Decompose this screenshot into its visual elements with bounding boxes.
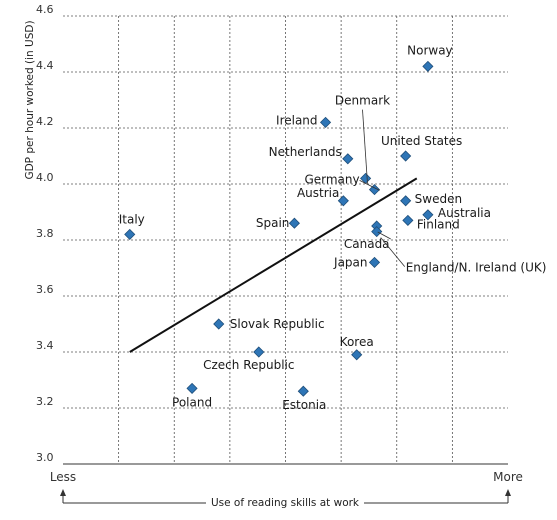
label-italy: Italy: [119, 212, 145, 226]
label-sweden: Sweden: [415, 192, 462, 206]
point-ireland: [319, 116, 332, 128]
point-austria: [337, 195, 349, 207]
label-denmark: Denmark: [335, 94, 390, 108]
point-estonia: [297, 385, 309, 397]
trendline-group: [129, 177, 418, 353]
leader-germany: [359, 180, 380, 191]
point-australia: [422, 209, 434, 221]
label-netherlands: Netherlands: [269, 145, 342, 159]
leader-denmark: [362, 109, 368, 184]
point-finland: [402, 214, 414, 226]
leader-canada: [377, 231, 391, 240]
label-poland: Poland: [172, 395, 212, 409]
point-poland: [186, 382, 198, 394]
point-labels: Norway Denmark Ireland United States Netherl…: [119, 43, 547, 412]
label-austria: Austria: [297, 186, 339, 200]
y-tick-label: 3.0: [36, 451, 54, 464]
point-netherlands: [342, 153, 354, 165]
point-korea: [351, 349, 363, 361]
y-tick-label: 4.0: [36, 171, 54, 184]
point-japan: [368, 256, 381, 268]
label-slovak-republic: Slovak Republic: [230, 317, 325, 331]
label-england-n-ireland-uk: England/N. Ireland (UK): [406, 261, 547, 275]
x-axis-arrow: [60, 489, 511, 504]
label-korea: Korea: [340, 335, 374, 349]
label-czech-republic: Czech Republic: [203, 358, 294, 372]
label-finland: Finland: [417, 217, 460, 231]
point-italy: [124, 228, 136, 240]
y-tick-label: 4.4: [36, 59, 54, 72]
point-denmark: [368, 184, 381, 196]
x-left-label: Less: [50, 470, 76, 484]
point-czech-republic: [253, 346, 265, 358]
y-tick-label: 3.6: [36, 283, 54, 296]
y-tick-label: 4.6: [36, 3, 54, 16]
point-england-n-ireland-uk: [371, 226, 383, 238]
grid: [63, 15, 508, 465]
y-tick-labels: 3.0 3.2 3.4 3.6 3.8 4.0 4.2 4.4 4.6: [36, 3, 54, 464]
leader-england-n-ireland-uk: [380, 237, 406, 267]
y-tick-label: 3.8: [36, 227, 54, 240]
label-australia: Australia: [438, 206, 491, 220]
label-japan: Japan: [333, 255, 367, 269]
point-norway: [422, 60, 434, 72]
point-slovak-republic: [213, 318, 225, 330]
point-united-states: [400, 150, 412, 162]
label-canada: Canada: [344, 237, 390, 251]
x-right-label: More: [493, 470, 523, 484]
label-germany: Germany: [304, 172, 359, 186]
label-norway: Norway: [407, 43, 453, 57]
x-axis-title: Use of reading skills at work: [211, 497, 360, 509]
y-tick-label: 3.2: [36, 395, 54, 408]
point-sweden: [400, 195, 412, 207]
y-tick-label: 4.2: [36, 115, 54, 128]
y-axis-title: GDP per hour worked (in USD): [24, 20, 36, 179]
label-united-states: United States: [381, 134, 462, 148]
label-spain: Spain: [256, 216, 290, 230]
y-tick-label: 3.4: [36, 339, 54, 352]
label-estonia: Estonia: [282, 398, 326, 412]
label-ireland: Ireland: [276, 113, 318, 127]
trendline: [129, 177, 418, 353]
point-spain: [288, 217, 300, 229]
data-points: [124, 60, 434, 397]
